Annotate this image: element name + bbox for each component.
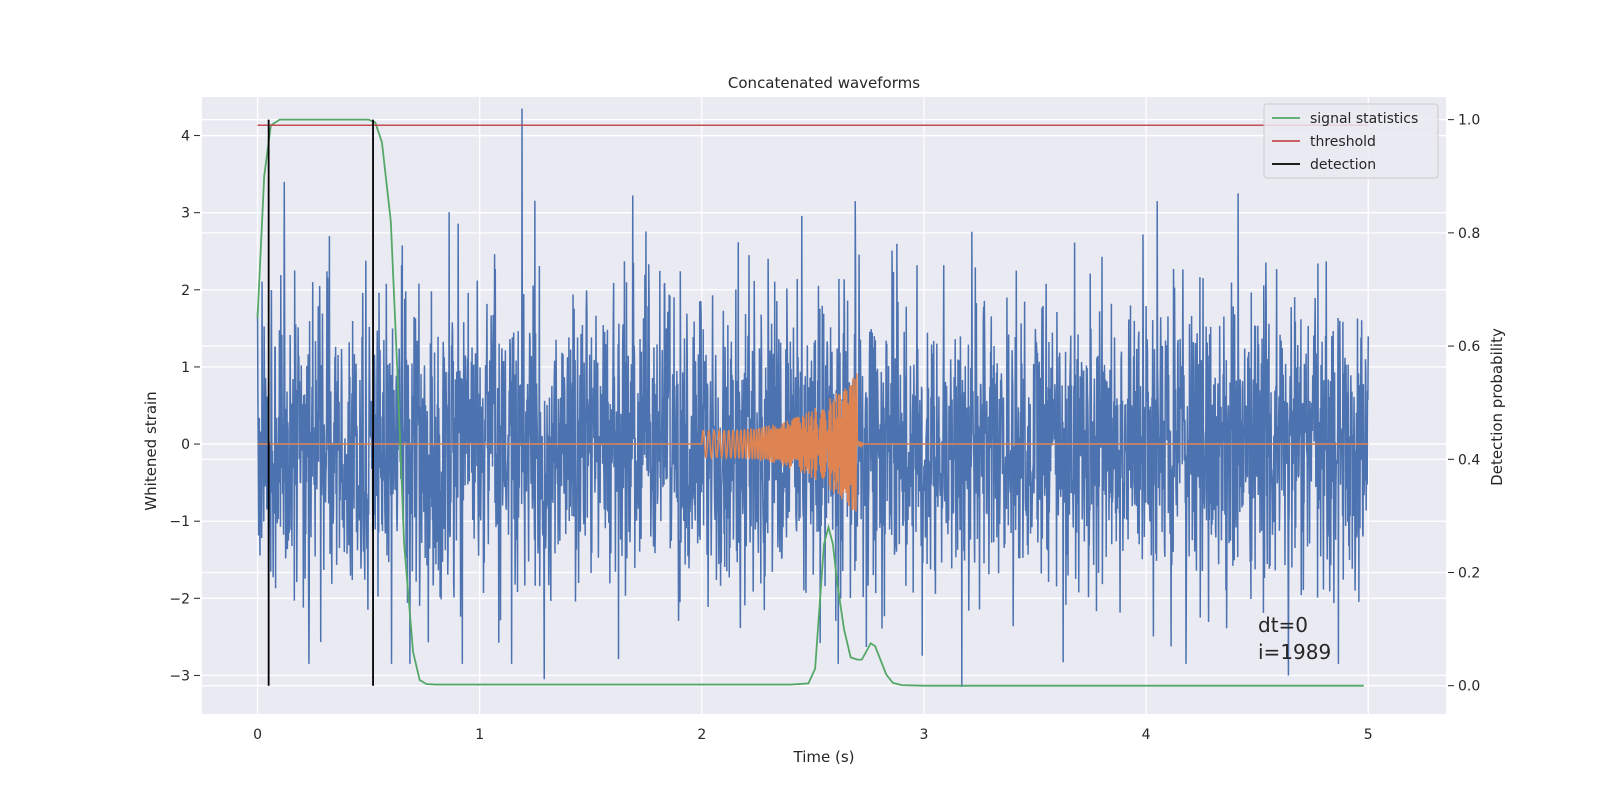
chart-title: Concatenated waveforms (728, 74, 920, 92)
axes: 0 1 2 3 4 5 4 3 2 1 0 −1 −2 −3 1.0 0.8 0.6 0.4 0.2 0.0 (169, 113, 1480, 743)
y-tick-label: 3 (181, 206, 190, 222)
y2-tick-label: 0.4 (1458, 452, 1480, 468)
legend-box (1263, 103, 1439, 179)
y2-tick-label: 0.2 (1458, 565, 1480, 581)
y-tick-label: −1 (169, 514, 190, 530)
y-tick-label: −3 (169, 668, 190, 684)
legend-label: signal statistics (1310, 111, 1418, 127)
legend: signal statistics threshold detection (1263, 103, 1439, 179)
y-axis-label: Whitened strain (142, 391, 160, 510)
noise-series-line (256, 108, 1369, 688)
legend-label: detection (1310, 157, 1376, 173)
legend-label: threshold (1310, 134, 1376, 150)
x-tick-label: 3 (920, 727, 929, 743)
y-tick-label: 2 (181, 283, 190, 299)
y-tick-label: 1 (181, 360, 190, 376)
x-tick-label: 4 (1142, 727, 1151, 743)
series (256, 108, 1369, 688)
y2-tick-label: 0.6 (1458, 339, 1480, 355)
x-tick-label: 1 (475, 727, 484, 743)
x-tick-label: 5 (1364, 727, 1373, 743)
chirp-series-line (257, 373, 1369, 512)
x-tick-label: 2 (697, 727, 706, 743)
signal-statistics-line (256, 118, 1364, 687)
annotation-index: i=1989 (1258, 640, 1331, 664)
x-axis-label: Time (s) (793, 748, 855, 766)
annotation-dt: dt=0 (1258, 613, 1308, 637)
x-tick-label: 0 (253, 727, 262, 743)
y2-tick-label: 0.0 (1458, 679, 1480, 695)
y-tick-label: 0 (181, 437, 190, 453)
y-tick-label: 4 (181, 129, 190, 145)
y2-tick-label: 1.0 (1458, 113, 1480, 129)
right-y-axis-label: Detection probability (1488, 328, 1506, 486)
y2-tick-label: 0.8 (1458, 226, 1480, 242)
y-tick-label: −2 (169, 591, 190, 607)
